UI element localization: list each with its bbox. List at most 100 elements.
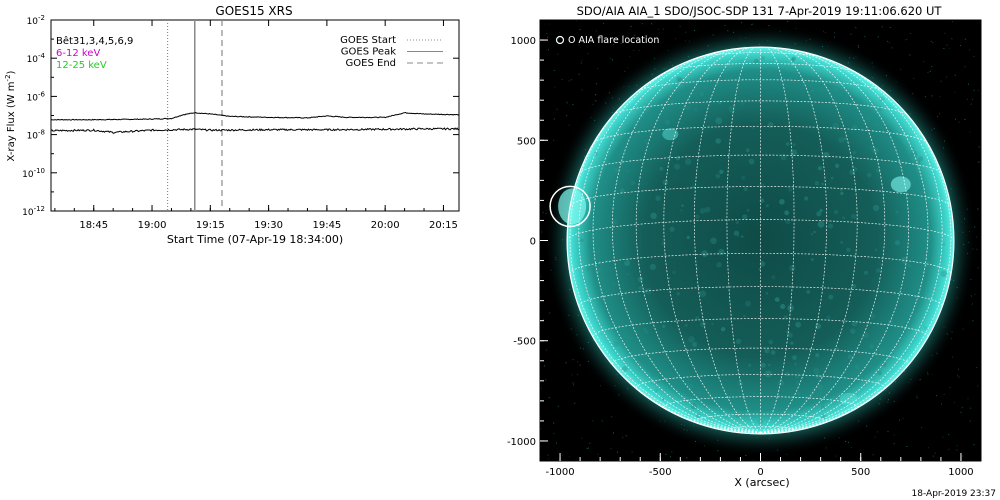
solar-texture-blob [643, 139, 649, 145]
solar-texture-blob [814, 181, 820, 186]
solar-texture-blob [833, 209, 839, 215]
aia-noise-pixel [545, 379, 547, 381]
solar-texture-blob [819, 208, 823, 213]
aia-noise-pixel [971, 303, 973, 305]
solar-texture-blob [718, 101, 722, 105]
solar-texture-blob [676, 292, 680, 296]
aia-noise-pixel [540, 387, 542, 389]
aia-noise-pixel [753, 459, 755, 461]
aia-noise-pixel [936, 395, 937, 397]
solar-texture-blob [813, 367, 820, 374]
aia-noise-pixel [787, 21, 789, 22]
solar-texture-blob [818, 390, 823, 395]
solar-texture-blob [797, 397, 800, 401]
solar-texture-blob [690, 384, 694, 388]
goes-xrs-plot: GOES15 XRS 10-2 10-4 10-6 10-8 10-10 10-12 18… [4, 4, 460, 246]
solar-texture-blob [662, 398, 665, 401]
solar-texture-blob [624, 260, 630, 267]
aia-noise-pixel [960, 411, 962, 413]
longitude-line [569, 76, 761, 434]
solar-texture-blob [695, 316, 699, 320]
solar-texture-blob [619, 188, 625, 194]
longitude-line [693, 47, 761, 434]
solar-texture-blob [794, 362, 798, 366]
solar-texture-blob [918, 156, 924, 162]
solar-texture-blob [834, 394, 840, 399]
aia-noise-pixel [557, 53, 559, 55]
aia-noise-pixel [547, 454, 549, 456]
aia-noise-pixel [581, 437, 583, 439]
aia-noise-pixel [543, 158, 545, 160]
aia-noise-pixel [966, 98, 968, 100]
solar-texture-blob [612, 283, 615, 286]
aia-noise-pixel [543, 319, 545, 321]
goes-series-group [50, 111, 460, 134]
aia-noise-pixel [579, 364, 581, 366]
aia-x-tick-label: 1000 [948, 467, 973, 478]
aia-noise-pixel [613, 44, 614, 46]
aia-noise-pixel [685, 31, 687, 33]
aia-noise-pixel [977, 90, 979, 91]
heliographic-grid [566, 46, 955, 434]
solar-texture-blob [703, 84, 709, 89]
solar-texture-blob [872, 147, 879, 154]
solar-texture-blob [785, 218, 791, 225]
solar-texture-blob [876, 168, 882, 174]
aia-noise-pixel [939, 96, 941, 98]
aia-noise-pixel [973, 89, 975, 91]
goes-y-tick-label: 10-4 [27, 52, 46, 65]
aia-noise-pixel [859, 458, 861, 460]
aia-noise-pixel [581, 60, 583, 61]
longitude-line [760, 49, 910, 434]
solar-texture-blob [732, 72, 736, 77]
latitude-line [592, 318, 929, 337]
solar-texture-blob [930, 238, 934, 241]
solar-texture-blob [735, 413, 741, 419]
solar-texture-blob [820, 405, 825, 410]
goes-x-axis-label: Start Time (07-Apr-19 18:34:00) [167, 233, 343, 246]
longitude-line [760, 76, 952, 434]
aia-noise-pixel [954, 91, 956, 93]
solar-texture-blob [661, 241, 667, 246]
aia-noise-pixel [956, 445, 958, 447]
solar-texture-blob [796, 391, 801, 396]
aia-noise-pixel [659, 454, 660, 456]
aia-noise-pixel [964, 38, 966, 40]
solar-texture-blob [680, 209, 683, 212]
aia-noise-pixel [541, 231, 543, 233]
aia-noise-pixel [923, 61, 925, 62]
solar-texture-blob [794, 374, 800, 379]
aia-noise-pixel [948, 448, 950, 450]
solar-texture-blob [686, 235, 690, 240]
solar-texture-blob [684, 323, 688, 327]
aia-noise-pixel [568, 124, 570, 126]
aia-noise-pixel [958, 376, 960, 378]
aia-noise-pixel [946, 76, 947, 78]
solar-texture-blob [718, 248, 725, 256]
aia-noise-pixel [855, 27, 857, 29]
solar-texture-blob [767, 363, 771, 367]
aia-ticks: -1000 -500 0 500 1000 1000 500 0 -500 -1000 [507, 36, 974, 478]
aia-noise-pixel [954, 74, 956, 76]
aia-y-tick-label: -1000 [507, 437, 536, 448]
solar-texture-blob [810, 76, 813, 80]
solar-texture-blob [817, 88, 821, 91]
solar-texture-blob [760, 362, 766, 368]
solar-texture-blob [814, 74, 819, 79]
aia-noise-pixel [964, 66, 966, 68]
aia-noise-pixel [969, 131, 971, 133]
solar-texture-blob [815, 374, 820, 379]
goes-legend-label: GOES Peak [341, 47, 396, 58]
aia-noise-pixel [977, 385, 979, 387]
aia-noise-pixel [557, 405, 559, 407]
solar-texture-blob [811, 89, 814, 93]
aia-noise-pixel [694, 29, 695, 31]
goes-info-line: 6-12 keV [56, 48, 100, 59]
aia-noise-pixel [724, 25, 726, 27]
flare-location-marker [549, 185, 591, 228]
aia-noise-pixel [670, 456, 671, 458]
solar-texture-blob [810, 257, 814, 262]
aia-noise-pixel [934, 452, 936, 454]
aia-noise-pixel [578, 44, 580, 46]
